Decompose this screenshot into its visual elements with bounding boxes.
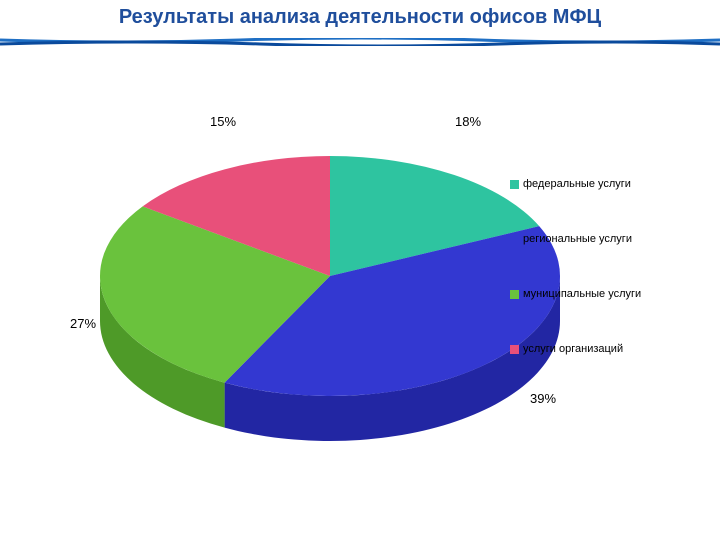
page-title: Результаты анализа деятельности офисов М… bbox=[0, 0, 720, 29]
pct-label-15: 15% bbox=[210, 114, 236, 129]
pie-chart: 15% 18% 27% 39% федеральные услуги регио… bbox=[0, 46, 720, 540]
pct-label-39: 39% bbox=[530, 391, 556, 406]
pct-label-27: 27% bbox=[70, 316, 96, 331]
legend-label: федеральные услуги bbox=[523, 178, 631, 190]
legend-label: услуги организаций bbox=[523, 343, 623, 355]
legend-label: региональные услуги bbox=[523, 233, 632, 245]
swatch-icon bbox=[510, 290, 519, 299]
swatch-icon bbox=[510, 345, 519, 354]
legend-item-regional: региональные услуги bbox=[510, 233, 632, 245]
title-bar: Результаты анализа деятельности офисов М… bbox=[0, 0, 720, 46]
legend-item-municipal: муниципальные услуги bbox=[510, 288, 641, 300]
title-underline bbox=[0, 38, 720, 46]
legend-item-orgs: услуги организаций bbox=[510, 343, 623, 355]
legend-item-federal: федеральные услуги bbox=[510, 178, 631, 190]
legend-label: муниципальные услуги bbox=[523, 288, 641, 300]
pct-label-18: 18% bbox=[455, 114, 481, 129]
swatch-icon bbox=[510, 235, 519, 244]
swatch-icon bbox=[510, 180, 519, 189]
